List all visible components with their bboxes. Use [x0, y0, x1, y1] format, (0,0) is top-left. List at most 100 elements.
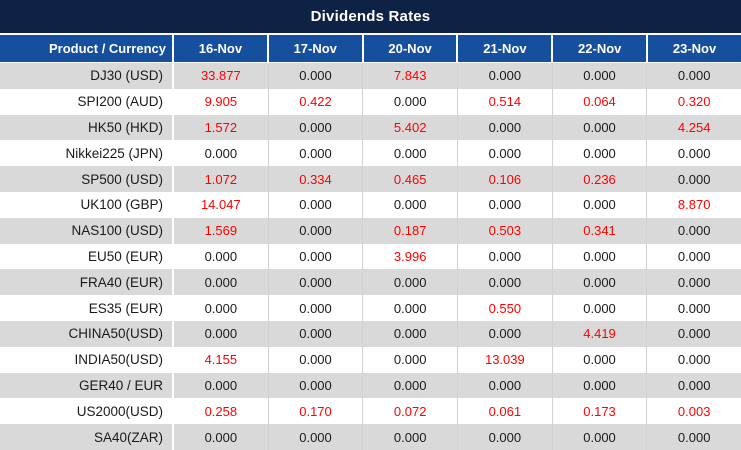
- dividend-value-cell: 0.000: [362, 424, 457, 450]
- dividend-value-cell: 0.000: [362, 191, 457, 218]
- dividend-value-cell: 14.047: [172, 191, 268, 218]
- row-product-label: SPI200 (AUD): [77, 94, 163, 110]
- dividend-value-cell: 0.000: [172, 269, 268, 296]
- dividend-value-cell: 13.039: [457, 346, 552, 373]
- column-header-date: 17-Nov: [266, 35, 362, 62]
- row-product-label: INDIA50(USD): [74, 352, 163, 368]
- row-product-label: Nikkei225 (JPN): [65, 145, 163, 161]
- column-header-date: 16-Nov: [172, 35, 267, 62]
- dividend-value-cell: 0.000: [267, 424, 363, 450]
- dividend-value-cell: 0.000: [457, 114, 552, 141]
- dividend-value-cell: 0.465: [362, 166, 457, 192]
- row-product-label: US2000(USD): [76, 403, 163, 419]
- dividend-value-cell: 0.000: [646, 269, 741, 296]
- row-product-label: ES35 (EUR): [88, 300, 163, 316]
- dividend-value-cell: 0.000: [457, 243, 552, 270]
- row-product-label: NAS100 (USD): [71, 223, 163, 239]
- dividend-value-cell: 0.000: [172, 243, 268, 270]
- dividend-value-cell: 0.000: [646, 166, 741, 192]
- table-row: SP500 (USD) 1.072 0.334 0.465 0.106 0.236 0.00…: [0, 166, 741, 192]
- page-title: Dividends Rates: [310, 8, 431, 25]
- dividend-value-cell: 0.000: [362, 346, 457, 373]
- dividend-value-cell: 0.173: [551, 398, 647, 425]
- row-product-label: UK100 (GBP): [80, 197, 163, 213]
- dividend-value-cell: 0.514: [457, 88, 552, 115]
- dividend-value-cell: 0.000: [551, 269, 647, 296]
- dividend-value-cell: 0.550: [457, 295, 552, 321]
- dividend-value-cell: 0.000: [551, 424, 647, 450]
- table-row: HK50 (HKD) 1.572 0.000 5.402 0.000 0.000 4.254: [0, 114, 741, 141]
- dividend-value-cell: 0.000: [646, 295, 741, 321]
- dividend-value-cell: 4.419: [551, 320, 647, 347]
- dividend-value-cell: 0.187: [362, 217, 457, 244]
- title-bar: Dividends Rates: [0, 0, 741, 35]
- dividend-value-cell: 0.320: [646, 88, 741, 115]
- dividend-value-cell: 0.003: [646, 398, 741, 425]
- dividend-value-cell: 0.000: [172, 320, 268, 347]
- dividend-value-cell: 5.402: [362, 114, 457, 141]
- dividend-value-cell: 0.072: [362, 398, 457, 425]
- dividend-value-cell: 0.000: [172, 295, 268, 321]
- row-product-label: CHINA50(USD): [68, 326, 163, 342]
- dividend-value-cell: 0.000: [172, 140, 268, 167]
- dividend-value-cell: 0.000: [457, 191, 552, 218]
- table-row: INDIA50(USD) 4.155 0.000 0.000 13.039 0.000 0.…: [0, 346, 741, 373]
- table-row: EU50 (EUR) 0.000 0.000 3.996 0.000 0.000 0.000: [0, 243, 741, 270]
- table-row: GER40 / EUR 0.000 0.000 0.000 0.000 0.000 0.00…: [0, 372, 741, 399]
- dividend-value-cell: 0.000: [551, 346, 647, 373]
- dividend-value-cell: 0.000: [551, 243, 647, 270]
- header-row: Product / Currency 16-Nov 17-Nov 20-Nov 21-…: [0, 35, 741, 63]
- dividend-value-cell: 0.000: [457, 63, 552, 89]
- dividend-value-cell: 0.000: [646, 424, 741, 450]
- table-row: DJ30 (USD) 33.877 0.000 7.843 0.000 0.000 0.00…: [0, 63, 741, 89]
- dividend-value-cell: 0.000: [551, 372, 647, 399]
- table-row: SA40(ZAR) 0.000 0.000 0.000 0.000 0.000 0.000: [0, 424, 741, 450]
- dividend-value-cell: 0.503: [457, 217, 552, 244]
- dividend-value-cell: 0.000: [646, 372, 741, 399]
- table-row: NAS100 (USD) 1.569 0.000 0.187 0.503 0.341 0.0…: [0, 217, 741, 244]
- row-product-label: HK50 (HKD): [87, 119, 163, 135]
- dividend-value-cell: 0.000: [267, 140, 363, 167]
- dividend-value-cell: 8.870: [646, 191, 741, 218]
- dividend-value-cell: 0.000: [457, 320, 552, 347]
- dividend-value-cell: 0.000: [646, 243, 741, 270]
- table-row: UK100 (GBP) 14.047 0.000 0.000 0.000 0.000 8.8…: [0, 191, 741, 218]
- dividend-value-cell: 0.000: [267, 63, 363, 89]
- dividend-value-cell: 0.000: [551, 114, 647, 141]
- dividend-value-cell: 0.000: [551, 191, 647, 218]
- column-header-product-currency: Product / Currency: [48, 41, 166, 56]
- dividend-value-cell: 1.572: [172, 114, 268, 141]
- column-header-date: 21-Nov: [456, 35, 551, 62]
- dividend-value-cell: 0.000: [172, 424, 268, 450]
- dividend-value-cell: 0.170: [267, 398, 363, 425]
- dividend-value-cell: 0.000: [267, 243, 363, 270]
- table-row: Nikkei225 (JPN) 0.000 0.000 0.000 0.000 0.000…: [0, 140, 741, 167]
- table-row: ES35 (EUR) 0.000 0.000 0.000 0.550 0.000 0.000: [0, 295, 741, 321]
- dividend-value-cell: 0.000: [551, 140, 647, 167]
- row-product-label: SP500 (USD): [81, 171, 163, 187]
- dividend-value-cell: 1.569: [172, 217, 268, 244]
- dividend-value-cell: 0.000: [267, 217, 363, 244]
- dividend-value-cell: 0.000: [646, 320, 741, 347]
- dividend-value-cell: 3.996: [362, 243, 457, 270]
- dividend-value-cell: 0.000: [267, 191, 363, 218]
- table-body: DJ30 (USD) 33.877 0.000 7.843 0.000 0.000 0.00…: [0, 63, 741, 450]
- dividend-value-cell: 0.341: [551, 217, 647, 244]
- dividend-value-cell: 0.000: [362, 295, 457, 321]
- dividend-value-cell: 0.422: [267, 88, 363, 115]
- dividend-value-cell: 0.000: [646, 346, 741, 373]
- dividend-value-cell: 0.000: [646, 140, 741, 167]
- dividend-value-cell: 0.000: [267, 295, 363, 321]
- row-product-label: GER40 / EUR: [78, 377, 163, 393]
- column-header-date: 20-Nov: [361, 35, 457, 62]
- column-header-date: 23-Nov: [646, 35, 741, 62]
- dividend-value-cell: 0.000: [551, 295, 647, 321]
- row-product-label: DJ30 (USD): [90, 68, 163, 84]
- dividend-value-cell: 0.000: [646, 63, 741, 89]
- dividend-value-cell: 0.000: [457, 140, 552, 167]
- dividend-value-cell: 0.000: [646, 217, 741, 244]
- dividend-value-cell: 0.000: [362, 372, 457, 399]
- dividend-value-cell: 33.877: [172, 63, 268, 89]
- dividend-value-cell: 0.064: [551, 88, 647, 115]
- dividend-value-cell: 0.000: [267, 269, 363, 296]
